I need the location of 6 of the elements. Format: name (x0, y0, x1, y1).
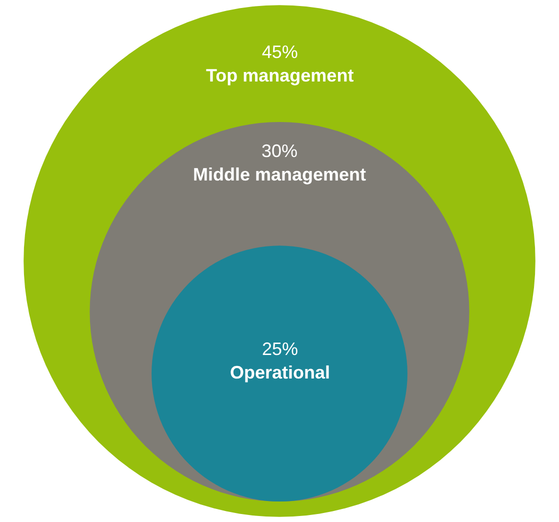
data-label: 25% (262, 339, 298, 359)
data-label: 30% (262, 141, 298, 161)
category-label: Middle management (193, 164, 366, 184)
category-label: Top management (206, 65, 354, 86)
category-label: Operational (230, 362, 330, 382)
data-label: 45% (262, 42, 298, 62)
